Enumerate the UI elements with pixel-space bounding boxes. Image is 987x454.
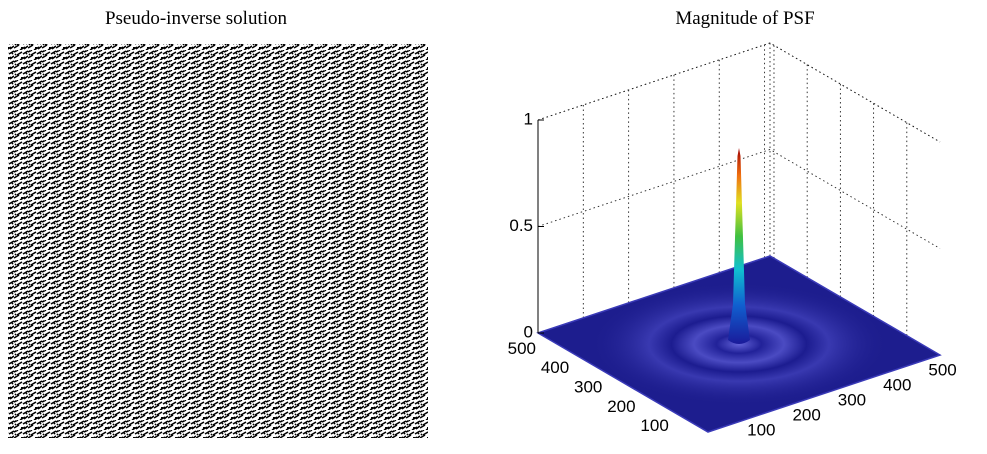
z-tick-label: 0.5 bbox=[509, 216, 533, 235]
y-tick-label: 200 bbox=[607, 397, 635, 416]
peak bbox=[728, 148, 750, 344]
z-tick-label: 0 bbox=[524, 322, 533, 341]
x-tick-label: 100 bbox=[747, 420, 775, 439]
x-tick-label: 300 bbox=[838, 390, 866, 409]
noise-image bbox=[8, 44, 428, 438]
box-edge bbox=[537, 42, 941, 143]
grid-line bbox=[537, 149, 941, 249]
y-tick-label: 100 bbox=[640, 416, 668, 435]
y-tick-label: 500 bbox=[508, 339, 536, 358]
grid-line bbox=[537, 42, 941, 143]
panel-title: Magnitude of PSF bbox=[675, 8, 814, 29]
z-tick-label: 1 bbox=[524, 109, 533, 128]
x-tick-label: 500 bbox=[928, 360, 956, 379]
x-tick-label: 200 bbox=[792, 405, 820, 424]
surface-plot: 0 0.5 1 100 200 300 400 500 100 200 300 400 500 bbox=[508, 42, 957, 439]
x-tick-label: 400 bbox=[883, 375, 911, 394]
panel-title: Pseudo-inverse solution bbox=[105, 8, 288, 29]
y-tick-label: 300 bbox=[574, 377, 602, 396]
y-tick-label: 400 bbox=[541, 358, 569, 377]
